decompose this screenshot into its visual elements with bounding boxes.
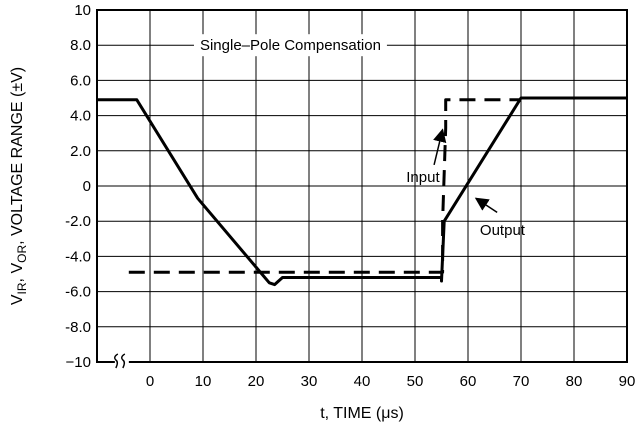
axis-break (114, 353, 129, 369)
y-label-sub1: IR (15, 282, 29, 294)
grid (96, 9, 628, 363)
annotation-input: Input (406, 169, 440, 186)
y-label-sep: , V (9, 263, 26, 283)
y-tick-label: 4.0 (70, 108, 91, 125)
title-background (193, 34, 387, 57)
y-label-sub2: OR (15, 245, 29, 263)
chart-title: Single–Pole Compensation (200, 37, 381, 54)
x-tick-label: 20 (248, 373, 265, 390)
y-tick-label: 6.0 (70, 72, 91, 89)
y-tick-label: -8.0 (65, 319, 91, 336)
y-tick-label: -4.0 (65, 248, 91, 265)
x-tick-label: 60 (460, 373, 477, 390)
y-tick-label: -2.0 (65, 213, 91, 230)
x-tick-label: 90 (619, 373, 636, 390)
y-tick-label: −10 (66, 354, 91, 371)
x-tick-label: 40 (354, 373, 371, 390)
y-label-rest: , VOLTAGE RANGE (±V) (9, 67, 26, 245)
x-tick-label: 80 (566, 373, 583, 390)
y-label-v1: V (9, 294, 26, 305)
y-tick-label: -6.0 (65, 284, 91, 301)
tick-labels: 10 8.0 6.0 4.0 2.0 0 -2.0 -4.0 -6.0 -8.0 −10 0 10 20 3… (65, 2, 635, 390)
x-tick-label: 10 (195, 373, 212, 390)
annotation-input-arrow (433, 128, 447, 166)
axis-break-mark (121, 353, 126, 369)
x-tick-label: 50 (407, 373, 424, 390)
y-tick-label: 2.0 (70, 143, 91, 160)
x-tick-label: 0 (146, 373, 154, 390)
y-axis-label: VIR, VOR, VOLTAGE RANGE (±V) (9, 67, 29, 305)
y-tick-label: 0 (83, 178, 91, 195)
axis-break-gap (114, 355, 129, 367)
x-tick-label: 70 (513, 373, 530, 390)
y-tick-label: 8.0 (70, 37, 91, 54)
y-tick-label: 10 (74, 2, 91, 19)
annotations: Input Output (406, 128, 526, 239)
x-tick-label: 30 (301, 373, 318, 390)
x-axis-label: t, TIME (μs) (320, 405, 404, 422)
series (97, 96, 627, 287)
axis-break-mark (114, 353, 119, 369)
annotation-output: Output (480, 222, 526, 239)
annotation-output-arrow (474, 197, 498, 214)
plot-frame (96, 9, 628, 363)
series-output-line (97, 96, 627, 287)
